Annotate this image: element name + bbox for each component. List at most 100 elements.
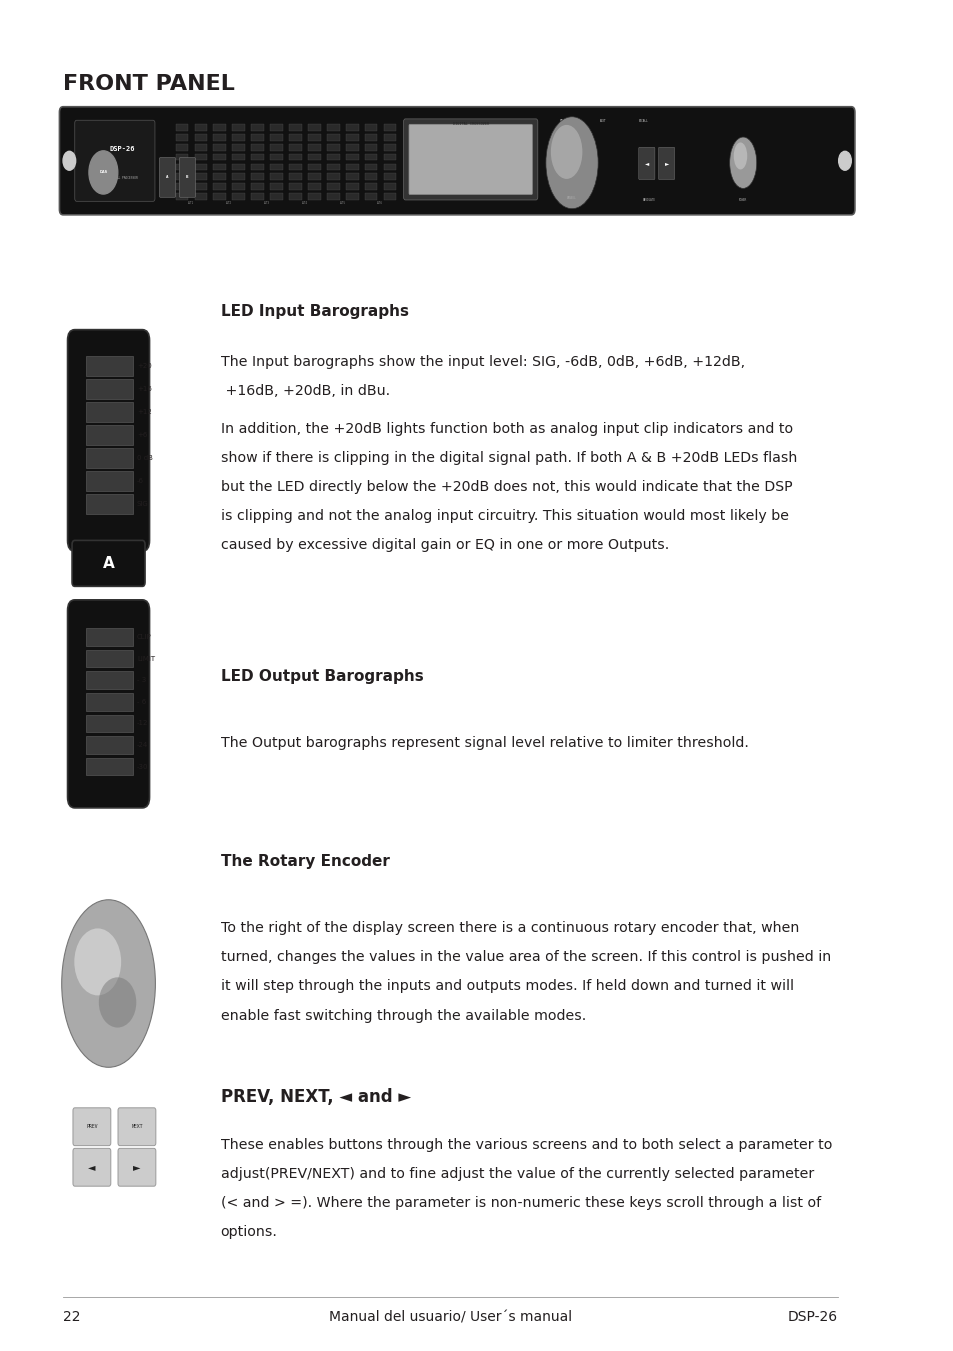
Text: but the LED directly below the +20dB does not, this would indicate that the DSP: but the LED directly below the +20dB doe… (220, 480, 792, 493)
Bar (383, 193, 395, 200)
Bar (213, 193, 226, 200)
Bar (327, 145, 339, 151)
Bar (194, 193, 207, 200)
Bar (251, 124, 264, 131)
Bar (346, 193, 358, 200)
Bar (86, 736, 133, 754)
Text: 0 dB: 0 dB (137, 455, 152, 461)
Bar (175, 134, 188, 141)
Bar (213, 184, 226, 190)
Bar (308, 134, 320, 141)
Bar (270, 184, 283, 190)
Text: it will step through the inputs and outputs modes. If held down and turned it wi: it will step through the inputs and outp… (220, 979, 793, 993)
FancyBboxPatch shape (118, 1148, 155, 1186)
Bar (213, 173, 226, 180)
Text: +6: +6 (137, 432, 147, 438)
Bar (251, 173, 264, 180)
Bar (86, 380, 133, 400)
Bar (233, 173, 245, 180)
Bar (175, 124, 188, 131)
Text: turned, changes the values in the value area of the screen. If this control is p: turned, changes the values in the value … (220, 951, 830, 965)
Bar (194, 124, 207, 131)
Ellipse shape (74, 928, 121, 996)
Text: PANNEL: PANNEL (567, 196, 577, 200)
FancyBboxPatch shape (59, 107, 854, 215)
Text: DAS: DAS (99, 170, 108, 174)
Bar (175, 154, 188, 161)
Text: DIGITAL PROCESSOR: DIGITAL PROCESSOR (108, 176, 137, 180)
Text: +16: +16 (137, 386, 152, 392)
FancyBboxPatch shape (159, 158, 175, 197)
Bar (233, 145, 245, 151)
Bar (327, 173, 339, 180)
Bar (289, 184, 301, 190)
Bar (86, 449, 133, 469)
Text: The Rotary Encoder: The Rotary Encoder (220, 854, 389, 869)
Ellipse shape (99, 977, 136, 1028)
Bar (86, 715, 133, 732)
Bar (194, 154, 207, 161)
Bar (289, 134, 301, 141)
FancyBboxPatch shape (403, 119, 537, 200)
Bar (364, 124, 377, 131)
Bar (364, 145, 377, 151)
Bar (308, 193, 320, 200)
Bar (289, 193, 301, 200)
Bar (364, 193, 377, 200)
Text: FRONT PANEL: FRONT PANEL (63, 74, 234, 95)
Bar (383, 184, 395, 190)
Text: LIMIT: LIMIT (137, 655, 155, 662)
Bar (175, 184, 188, 190)
Bar (308, 163, 320, 170)
Text: PREV: PREV (559, 119, 566, 123)
Text: ◄: ◄ (644, 161, 648, 166)
Text: -30: -30 (137, 763, 149, 770)
Bar (86, 471, 133, 492)
Text: - 6: - 6 (137, 698, 146, 705)
Bar (308, 173, 320, 180)
Text: SIG: SIG (137, 501, 149, 507)
Bar (346, 145, 358, 151)
Text: In addition, the +20dB lights function both as analog input clip indicators and : In addition, the +20dB lights function b… (220, 422, 792, 435)
Bar (270, 173, 283, 180)
Circle shape (89, 151, 117, 195)
Bar (383, 163, 395, 170)
Circle shape (63, 151, 75, 170)
Text: caused by excessive digital gain or EQ in one or more Outputs.: caused by excessive digital gain or EQ i… (220, 538, 668, 551)
Bar (270, 163, 283, 170)
Bar (270, 154, 283, 161)
Bar (289, 124, 301, 131)
Text: LED Input Barographs: LED Input Barographs (220, 304, 408, 319)
FancyBboxPatch shape (118, 1108, 155, 1146)
Bar (86, 424, 133, 446)
Bar (346, 154, 358, 161)
Text: SET3: SET3 (263, 201, 270, 205)
Bar (251, 184, 264, 190)
Text: LED Output Barographs: LED Output Barographs (220, 669, 423, 684)
Text: +20: +20 (137, 363, 152, 369)
FancyBboxPatch shape (72, 1108, 111, 1146)
Text: (< and > =). Where the parameter is non-numeric these keys scroll through a list: (< and > =). Where the parameter is non-… (220, 1196, 820, 1209)
Bar (270, 134, 283, 141)
Text: SET2: SET2 (226, 201, 232, 205)
FancyBboxPatch shape (179, 158, 195, 197)
Bar (251, 145, 264, 151)
Bar (175, 173, 188, 180)
Text: enable fast switching through the available modes.: enable fast switching through the availa… (220, 1008, 585, 1023)
Bar (233, 193, 245, 200)
FancyBboxPatch shape (74, 120, 154, 201)
Bar (346, 173, 358, 180)
Bar (251, 163, 264, 170)
Text: PREV: PREV (86, 1124, 97, 1129)
Text: CLIP: CLIP (137, 634, 152, 640)
Text: show if there is clipping in the digital signal path. If both A & B +20dB LEDs f: show if there is clipping in the digital… (220, 451, 797, 465)
Bar (251, 193, 264, 200)
Text: B: B (186, 176, 189, 180)
Bar (86, 403, 133, 422)
Text: DSP-26: DSP-26 (787, 1310, 837, 1324)
Bar (194, 134, 207, 141)
Ellipse shape (62, 900, 155, 1067)
Bar (327, 193, 339, 200)
Bar (383, 154, 395, 161)
Bar (346, 184, 358, 190)
